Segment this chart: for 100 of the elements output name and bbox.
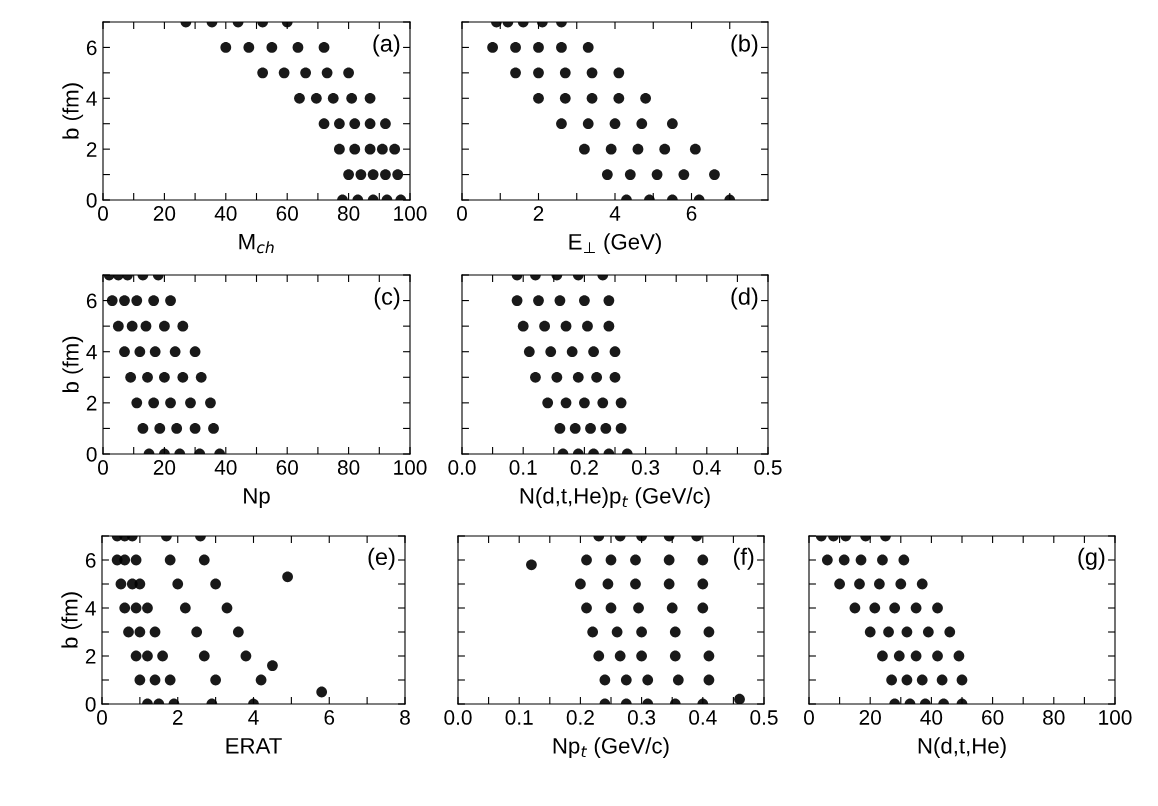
- x-tick-label: 0: [98, 206, 108, 221]
- point: [854, 578, 865, 590]
- x-tick-label: 0.3: [631, 460, 660, 475]
- point: [898, 554, 910, 566]
- point: [169, 346, 181, 358]
- point: [556, 42, 567, 53]
- point: [559, 67, 571, 79]
- point: [255, 674, 267, 686]
- annotation: (e): [368, 547, 395, 570]
- annotation: (f): [734, 547, 754, 570]
- point: [605, 602, 617, 614]
- point: [944, 626, 956, 638]
- point: [148, 295, 160, 306]
- point: [916, 674, 928, 686]
- point: [560, 397, 572, 409]
- point: [874, 578, 885, 590]
- point: [633, 602, 644, 614]
- x-tick-label: 0: [97, 710, 107, 725]
- point: [667, 118, 678, 130]
- point: [198, 650, 210, 662]
- point: [642, 674, 654, 686]
- y-tick-label: 2: [86, 142, 97, 157]
- point: [130, 554, 142, 566]
- point: [205, 397, 216, 409]
- point: [533, 67, 544, 79]
- x-axis-title: E$_{⊥}$ (GeV): [569, 233, 661, 255]
- point: [530, 371, 541, 383]
- y-tick-label: 4: [86, 344, 97, 360]
- x-axis-title: Np$_{t}$ (GeV/c): [553, 737, 669, 759]
- point: [355, 169, 367, 180]
- point: [123, 626, 134, 638]
- x-tick-label: 0.2: [566, 710, 594, 725]
- point: [663, 554, 675, 566]
- point: [367, 169, 379, 180]
- point: [533, 92, 544, 104]
- point: [889, 602, 901, 614]
- x-tick-label: 80: [337, 206, 360, 221]
- point: [609, 346, 621, 358]
- point: [364, 143, 376, 155]
- annotation: (b): [731, 34, 758, 57]
- point: [581, 554, 592, 566]
- point: [539, 320, 550, 332]
- point: [208, 423, 219, 434]
- point: [510, 67, 521, 79]
- point: [267, 660, 278, 671]
- x-tick-label: 0.3: [627, 710, 656, 725]
- point: [605, 143, 617, 155]
- point: [327, 92, 339, 104]
- point: [380, 169, 391, 180]
- point: [556, 118, 567, 130]
- point: [603, 295, 615, 306]
- point: [615, 397, 627, 409]
- point: [134, 626, 146, 638]
- point: [137, 423, 149, 434]
- point: [177, 320, 189, 332]
- x-tick-label: 0.2: [570, 460, 598, 475]
- point: [533, 295, 544, 306]
- point: [221, 602, 233, 614]
- point: [310, 92, 322, 104]
- point: [179, 602, 191, 614]
- point: [593, 650, 605, 662]
- point: [119, 554, 131, 566]
- point: [651, 169, 663, 180]
- x-tick-label: 0.1: [509, 460, 537, 475]
- point: [149, 346, 161, 358]
- point: [232, 626, 244, 638]
- x-axis-title: Np: [244, 488, 270, 509]
- point: [210, 578, 221, 590]
- point: [165, 397, 176, 409]
- point: [956, 674, 968, 686]
- point: [159, 320, 170, 332]
- point: [932, 602, 943, 614]
- point: [487, 42, 498, 53]
- point: [901, 626, 913, 638]
- point: [886, 674, 897, 686]
- point: [560, 320, 572, 332]
- point: [697, 554, 709, 566]
- x-tick-label: 40: [214, 206, 237, 221]
- point: [165, 295, 176, 306]
- point: [572, 371, 584, 383]
- point: [300, 67, 311, 79]
- x-tick-label: 80: [337, 460, 360, 475]
- y-axis-title: b (fm): [62, 336, 84, 393]
- point: [278, 67, 290, 79]
- point: [613, 92, 625, 104]
- point: [316, 686, 328, 698]
- point: [257, 67, 269, 79]
- point: [343, 169, 354, 180]
- point: [659, 143, 671, 155]
- point: [632, 143, 644, 155]
- point: [551, 371, 563, 383]
- point: [613, 67, 625, 79]
- point: [126, 320, 138, 332]
- point: [106, 295, 118, 306]
- point: [125, 371, 137, 383]
- point: [380, 118, 391, 130]
- point: [566, 346, 578, 358]
- point: [292, 42, 304, 53]
- point: [334, 143, 345, 155]
- y-tick-label: 0: [86, 193, 97, 208]
